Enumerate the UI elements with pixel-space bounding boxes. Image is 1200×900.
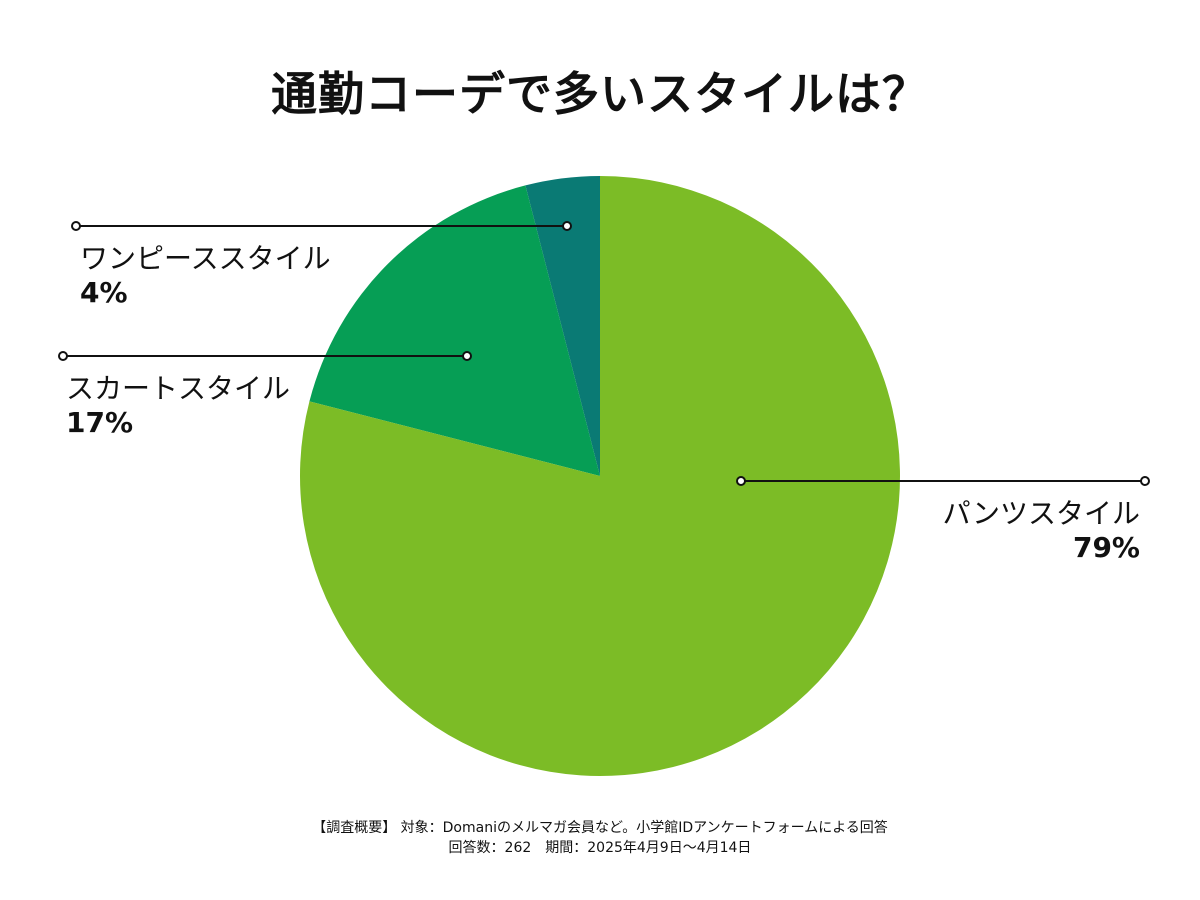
label-onepiece-value: 4% <box>80 276 128 309</box>
label-pants: パンツスタイル 79% <box>943 497 1140 565</box>
footnote-line-2: 回答数：262 期間：2025年4月9日〜4月14日 <box>448 840 752 856</box>
pie-slices <box>300 176 900 777</box>
leader-lines <box>58 221 1150 486</box>
label-onepiece: ワンピーススタイル 4% <box>80 242 331 310</box>
slice-pants <box>300 176 900 777</box>
label-pants-name: パンツスタイル <box>942 497 1140 530</box>
slice-skirt <box>309 185 600 476</box>
leader-pants <box>736 476 1150 486</box>
label-onepiece-name: ワンピーススタイル <box>80 242 331 275</box>
label-pants-value: 79% <box>1072 531 1140 564</box>
label-skirt-value: 17% <box>66 406 134 439</box>
label-skirt-name: スカートスタイル <box>66 372 291 405</box>
survey-footnote: 【調査概要】 対象：Domaniのメルマガ会員など。小学館IDアンケートフォーム… <box>0 818 1200 858</box>
leader-skirt <box>58 351 472 361</box>
slice-onepiece <box>525 176 600 476</box>
footnote-line-1: 【調査概要】 対象：Domaniのメルマガ会員など。小学館IDアンケートフォーム… <box>312 820 888 836</box>
chart-title: 通勤コーデで多いスタイルは？ <box>271 67 929 121</box>
label-skirt: スカートスタイル 17% <box>66 372 290 440</box>
leader-onepiece <box>71 221 572 231</box>
